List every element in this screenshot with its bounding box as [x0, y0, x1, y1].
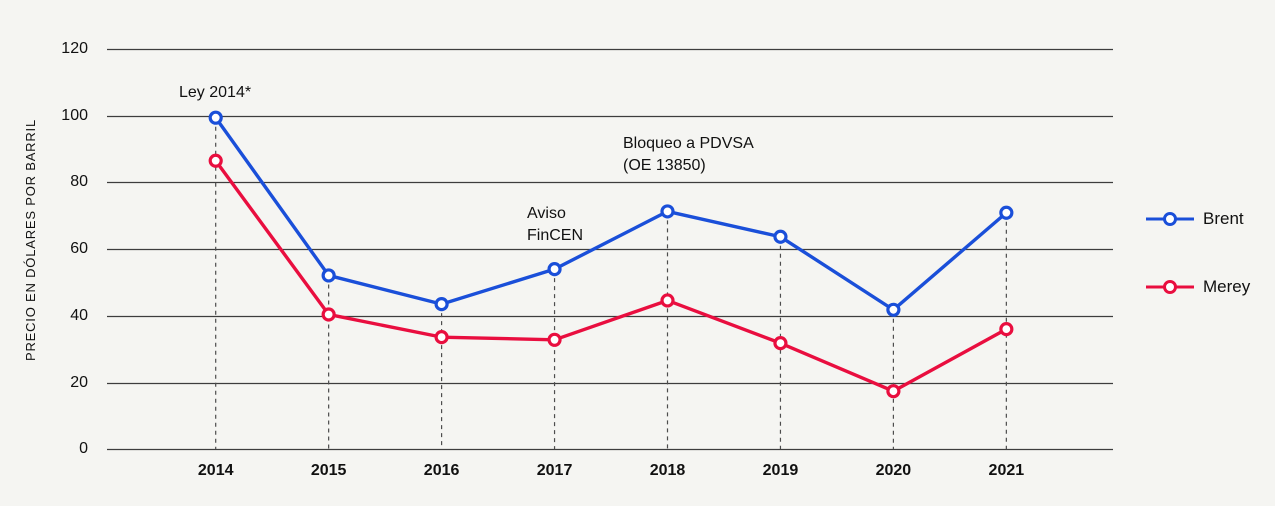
- legend: Brent Merey: [1145, 206, 1250, 300]
- data-point-merey-2019[interactable]: [773, 336, 788, 351]
- data-point-merey-2016[interactable]: [434, 330, 449, 345]
- brent-legend-marker-icon: [1146, 212, 1194, 226]
- y-tick-label-0: 0: [79, 440, 88, 458]
- data-point-brent-2020[interactable]: [886, 302, 901, 317]
- annotation-aviso-fincen: Aviso FinCEN: [527, 205, 584, 244]
- annotation-bloqueo-pdvsa: Bloqueo a PDVSA (OE 13850): [623, 135, 754, 174]
- data-point-merey-2017[interactable]: [547, 332, 562, 347]
- y-tick-label-60: 60: [70, 240, 88, 258]
- y-tick-label-100: 100: [61, 106, 88, 124]
- y-tick-label-120: 120: [61, 40, 88, 57]
- data-point-brent-2019[interactable]: [773, 229, 788, 244]
- y-tick-label-40: 40: [70, 306, 88, 324]
- data-point-brent-2016[interactable]: [434, 297, 449, 312]
- x-tick-label-2019: 2019: [762, 462, 799, 479]
- x-tick-label-2020: 2020: [875, 462, 912, 479]
- legend-label-merey: Merey: [1203, 277, 1251, 296]
- annotation-ley-2014: Ley 2014*: [179, 84, 252, 101]
- data-point-brent-2017[interactable]: [547, 262, 562, 277]
- x-tick-label-2018: 2018: [649, 462, 686, 479]
- legend-label-brent: Brent: [1203, 209, 1244, 228]
- data-point-brent-2014[interactable]: [208, 110, 223, 125]
- data-point-brent-2018[interactable]: [660, 204, 675, 219]
- data-point-merey-2020[interactable]: [886, 384, 901, 399]
- y-tick-label-80: 80: [70, 173, 88, 191]
- data-point-merey-2015[interactable]: [321, 307, 336, 322]
- x-tick-label-2017: 2017: [536, 462, 573, 479]
- x-tick-label-2014: 2014: [197, 462, 234, 479]
- legend-item-merey[interactable]: Merey: [1145, 274, 1250, 300]
- data-point-brent-2021[interactable]: [999, 205, 1014, 220]
- x-tick-label-2021: 2021: [988, 462, 1025, 479]
- merey-legend-marker-icon: [1146, 280, 1194, 294]
- brent-line: [213, 116, 1009, 312]
- x-tick-label-2015: 2015: [310, 462, 347, 479]
- legend-item-brent[interactable]: Brent: [1145, 206, 1250, 232]
- data-point-merey-2018[interactable]: [660, 293, 675, 308]
- y-tick-label-20: 20: [70, 373, 88, 391]
- data-point-merey-2021[interactable]: [999, 322, 1014, 337]
- x-tick-label-2016: 2016: [423, 462, 460, 479]
- data-point-brent-2015[interactable]: [321, 268, 336, 283]
- data-point-merey-2014[interactable]: [208, 153, 223, 168]
- merey-line: [213, 159, 1009, 393]
